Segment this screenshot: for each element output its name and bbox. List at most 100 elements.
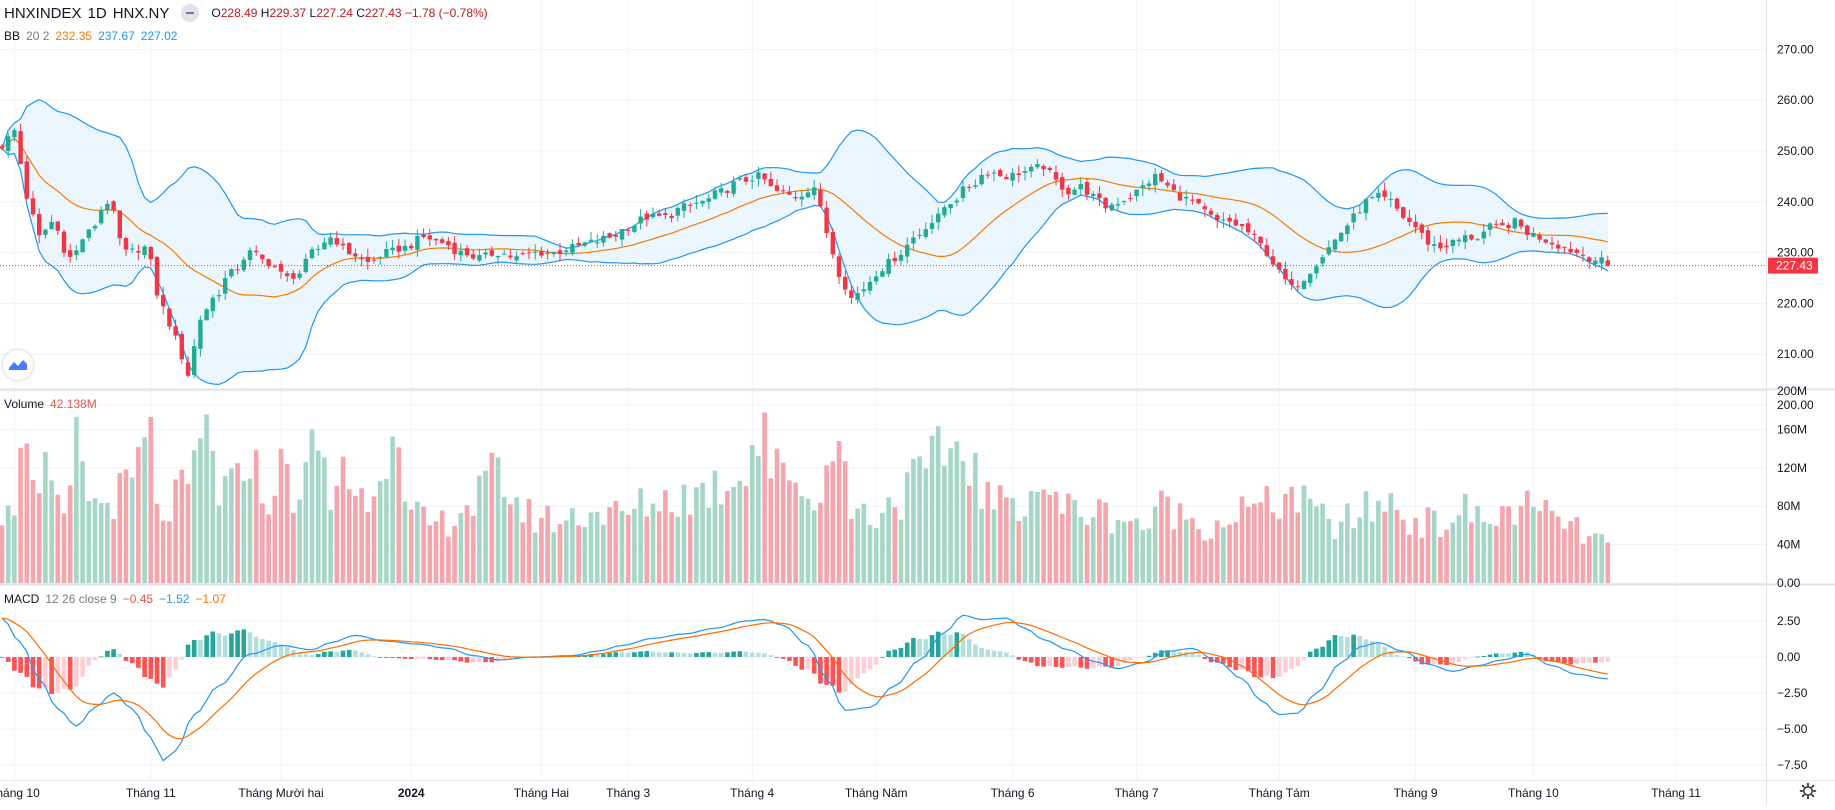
candle[interactable] xyxy=(743,174,749,185)
volume-bar[interactable] xyxy=(774,448,780,583)
candle[interactable] xyxy=(1506,222,1511,234)
volume-bar[interactable] xyxy=(1276,518,1282,583)
bb-legend[interactable]: BB 20 2 232.35 237.67 227.02 xyxy=(4,29,177,43)
macd-histogram-bar[interactable] xyxy=(625,652,631,657)
volume-bar[interactable] xyxy=(997,485,1003,583)
macd-histogram-bar[interactable] xyxy=(1177,651,1183,657)
macd-histogram-bar[interactable] xyxy=(303,654,309,657)
volume-bar[interactable] xyxy=(1270,512,1276,583)
macd-histogram-bar[interactable] xyxy=(1320,646,1325,657)
candle[interactable] xyxy=(1345,223,1350,242)
macd-histogram-bar[interactable] xyxy=(960,633,966,657)
volume-bar[interactable] xyxy=(1438,537,1443,583)
candle[interactable] xyxy=(464,244,470,258)
volume-bar[interactable] xyxy=(1090,517,1096,583)
volume-bar[interactable] xyxy=(439,510,445,583)
macd-histogram-bar[interactable] xyxy=(470,657,476,663)
macd-histogram-bar[interactable] xyxy=(1059,657,1065,668)
macd-histogram-bar[interactable] xyxy=(1022,657,1028,662)
macd-histogram-bar[interactable] xyxy=(718,652,724,657)
macd-histogram-bar[interactable] xyxy=(1010,655,1015,657)
volume-bar[interactable] xyxy=(1537,511,1542,583)
candle[interactable] xyxy=(929,214,935,234)
candle[interactable] xyxy=(1363,198,1369,221)
candle[interactable] xyxy=(1456,237,1462,247)
macd-histogram-bar[interactable] xyxy=(1053,657,1059,667)
candle[interactable] xyxy=(241,256,246,273)
macd-histogram-bar[interactable] xyxy=(229,633,234,657)
symbol-name[interactable]: HNXINDEX xyxy=(4,4,82,22)
macd-histogram-bar[interactable] xyxy=(948,634,953,657)
candle[interactable] xyxy=(142,244,147,259)
macd-histogram-bar[interactable] xyxy=(61,657,67,690)
candle[interactable] xyxy=(105,200,110,215)
volume-bar[interactable] xyxy=(576,525,581,583)
candle[interactable] xyxy=(1177,185,1183,201)
candle[interactable] xyxy=(1239,223,1245,232)
volume-bar[interactable] xyxy=(1531,506,1536,583)
volume-bar[interactable] xyxy=(1574,517,1580,583)
candle[interactable] xyxy=(669,213,674,223)
macd-histogram-bar[interactable] xyxy=(1419,657,1425,665)
candle[interactable] xyxy=(247,247,253,267)
candle[interactable] xyxy=(570,239,575,256)
candle[interactable] xyxy=(74,245,79,261)
candle[interactable] xyxy=(793,190,798,202)
volume-bar[interactable] xyxy=(632,508,637,583)
volume-bar[interactable] xyxy=(5,505,11,583)
macd-histogram-bar[interactable] xyxy=(942,633,947,657)
volume-bar[interactable] xyxy=(464,505,470,583)
macd-histogram-bar[interactable] xyxy=(1549,657,1555,662)
macd-histogram-bar[interactable] xyxy=(768,655,774,657)
volume-bar[interactable] xyxy=(377,481,383,583)
volume-bar[interactable] xyxy=(1264,486,1270,583)
candle[interactable] xyxy=(960,180,966,202)
volume-bar[interactable] xyxy=(1363,491,1369,583)
candle[interactable] xyxy=(700,200,705,207)
macd-histogram-bar[interactable] xyxy=(644,651,650,657)
candle[interactable] xyxy=(99,206,104,226)
volume-bar[interactable] xyxy=(762,412,767,583)
volume-bar[interactable] xyxy=(966,485,972,583)
volume-bar[interactable] xyxy=(328,509,333,583)
macd-histogram-bar[interactable] xyxy=(973,644,978,657)
volume-bar[interactable] xyxy=(191,450,197,583)
candle[interactable] xyxy=(1568,241,1573,254)
macd-histogram-bar[interactable] xyxy=(1326,640,1332,657)
candle[interactable] xyxy=(266,258,271,269)
candle[interactable] xyxy=(898,249,904,265)
volume-bar[interactable] xyxy=(1555,516,1561,583)
macd-histogram-bar[interactable] xyxy=(985,649,991,657)
candle[interactable] xyxy=(278,260,284,279)
macd-histogram-bar[interactable] xyxy=(1239,657,1245,670)
macd-histogram-bar[interactable] xyxy=(904,642,910,657)
macd-histogram-bar[interactable] xyxy=(1115,657,1121,666)
candle[interactable] xyxy=(223,270,228,300)
candle[interactable] xyxy=(229,268,234,279)
volume-bar[interactable] xyxy=(12,515,17,583)
candle[interactable] xyxy=(520,250,525,256)
candle[interactable] xyxy=(818,183,823,208)
candle[interactable] xyxy=(991,169,997,182)
macd-histogram-bar[interactable] xyxy=(49,657,54,695)
macd-histogram-bar[interactable] xyxy=(1376,643,1381,657)
volume-bar[interactable] xyxy=(1369,521,1375,583)
candle[interactable] xyxy=(533,244,538,260)
candle[interactable] xyxy=(1041,164,1046,177)
macd-histogram-bar[interactable] xyxy=(886,650,891,657)
volume-bar[interactable] xyxy=(1580,543,1586,583)
candle[interactable] xyxy=(973,179,978,189)
volume-bar[interactable] xyxy=(917,456,922,583)
candle[interactable] xyxy=(737,175,742,182)
macd-histogram-bar[interactable] xyxy=(1072,657,1077,667)
volume-bar[interactable] xyxy=(694,487,699,583)
candle[interactable] xyxy=(402,239,408,255)
candle[interactable] xyxy=(1357,204,1362,214)
macd-histogram-bar[interactable] xyxy=(260,639,265,657)
volume-bar[interactable] xyxy=(483,470,488,583)
volume-bar[interactable] xyxy=(960,461,966,583)
candle[interactable] xyxy=(1475,238,1480,241)
candle[interactable] xyxy=(911,231,916,250)
macd-histogram-bar[interactable] xyxy=(154,657,160,684)
candle[interactable] xyxy=(1388,191,1393,208)
